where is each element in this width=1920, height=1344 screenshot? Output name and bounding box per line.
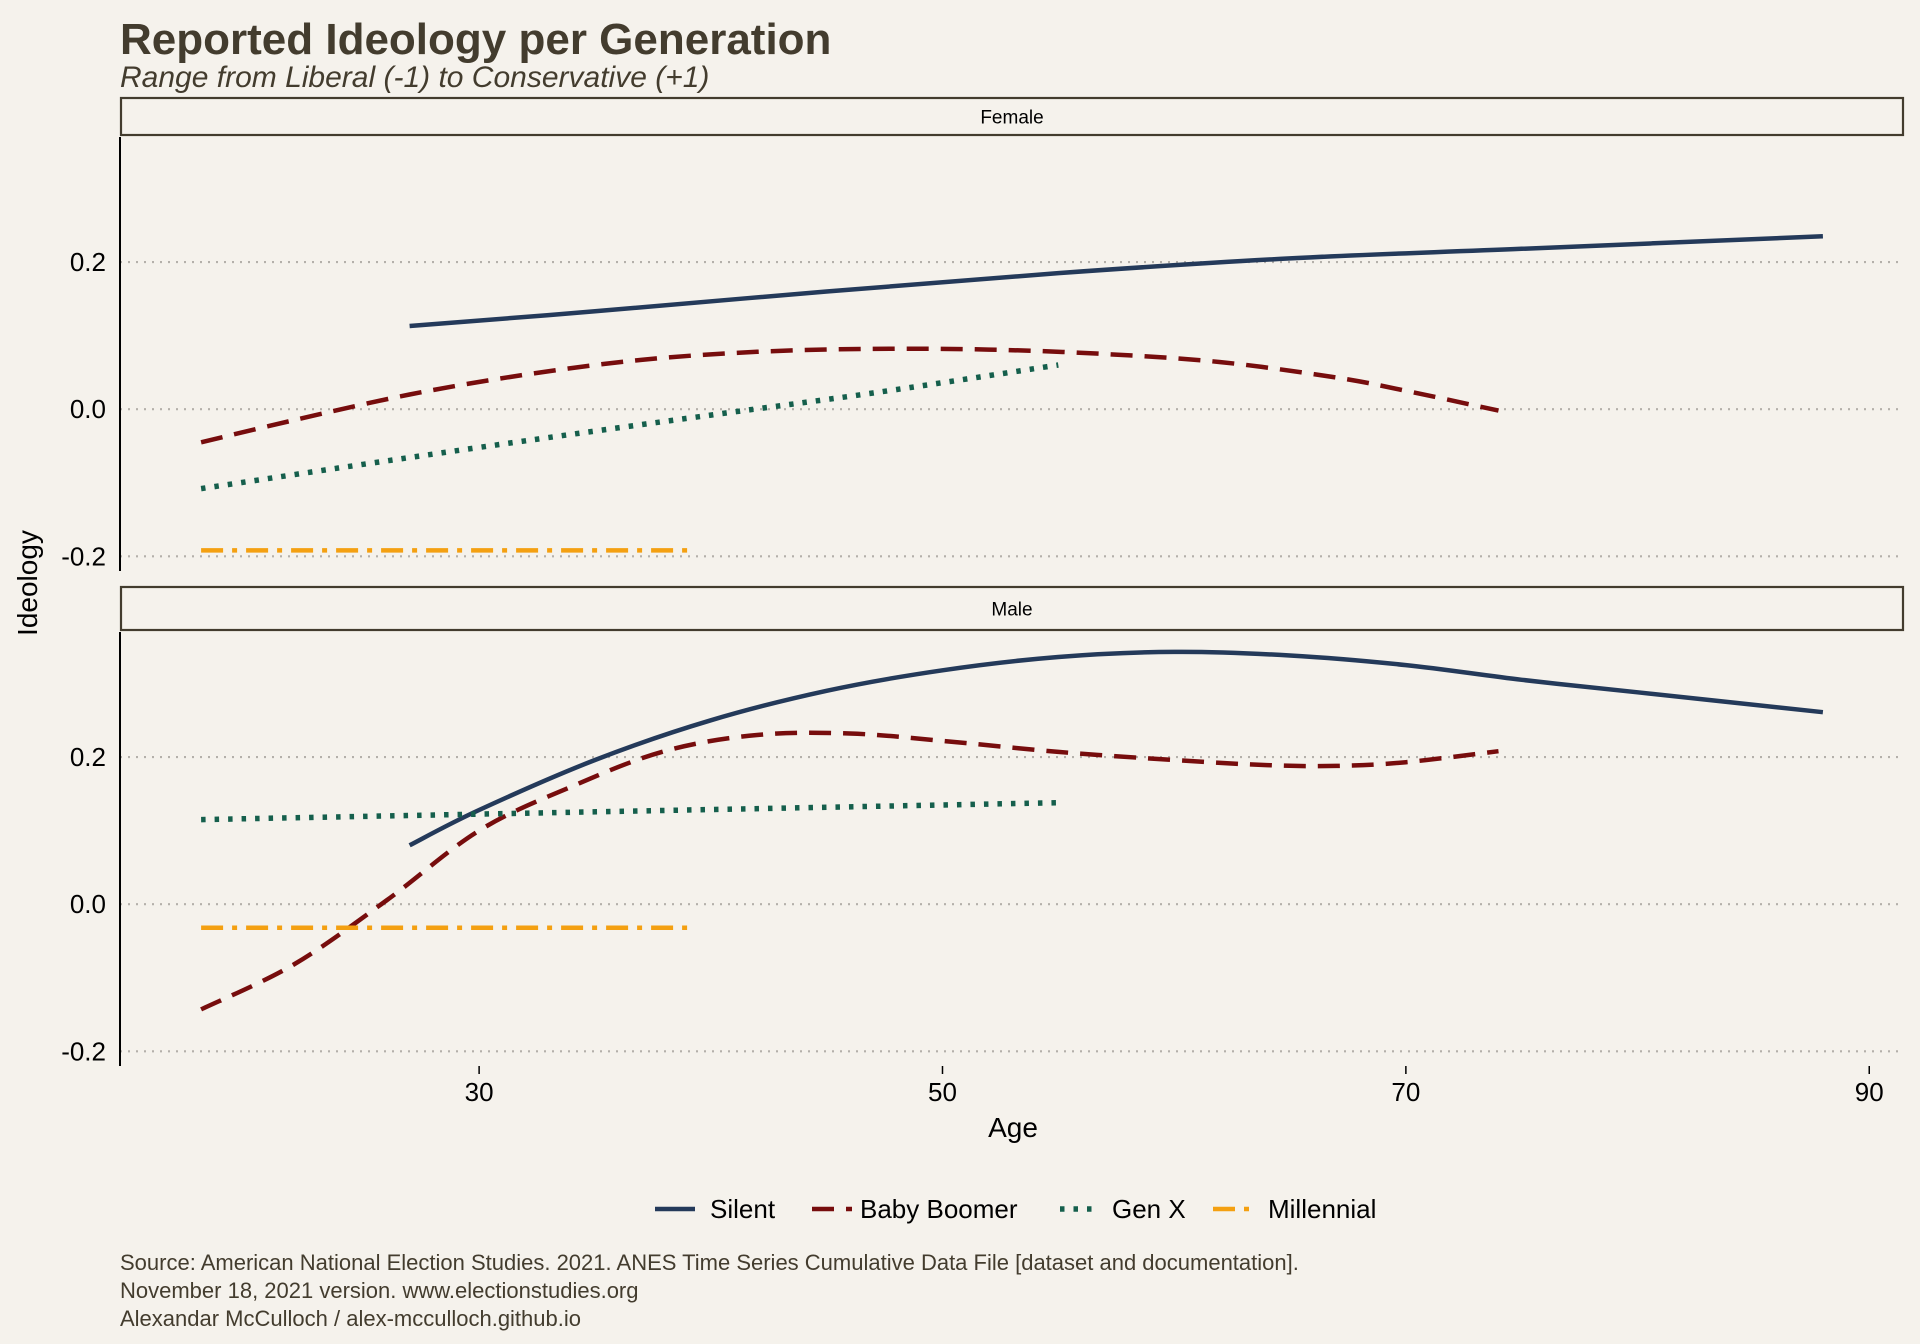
legend-label-silent: Silent	[710, 1194, 776, 1224]
facet-strip-label: Female	[980, 108, 1043, 129]
caption-line-source: Source: American National Election Studi…	[120, 1250, 1299, 1275]
facet-strip-box	[119, 585, 1905, 632]
legend: Silent Baby Boomer Gen X Millennial	[655, 1194, 1376, 1224]
x-axis-label: Age	[988, 1112, 1038, 1143]
y-tick-label: -0.2	[61, 541, 106, 571]
facet-strip-female: Female	[119, 96, 1905, 137]
caption-line-author: Alexandar McCulloch / alex-mcculloch.git…	[120, 1306, 581, 1331]
caption-line-version: November 18, 2021 version. www.elections…	[120, 1278, 639, 1303]
series-line-silent	[409, 234, 1823, 329]
legend-item-baby-boomer: Baby Boomer	[812, 1194, 1018, 1224]
legend-item-gen-x: Gen X	[1060, 1194, 1186, 1224]
chart-subtitle: Range from Liberal (-1) to Conservative …	[120, 61, 709, 94]
chart-title: Reported Ideology per Generation	[120, 15, 831, 64]
x-tick-label: 50	[928, 1077, 957, 1107]
facet-strip-label: Male	[991, 600, 1032, 621]
y-tick-label: 0.0	[70, 889, 106, 919]
legend-label-gen-x: Gen X	[1112, 1194, 1186, 1224]
legend-item-millennial: Millennial	[1213, 1194, 1376, 1224]
caption: Source: American National Election Studi…	[120, 1250, 1299, 1331]
series-line-baby-boomer	[200, 346, 1499, 445]
panel-female: Female -0.2 0.0 0.2	[61, 96, 1905, 571]
y-tick-label: -0.2	[61, 1036, 106, 1066]
facet-strip-box	[119, 96, 1905, 137]
y-tick-label: 0.2	[70, 247, 106, 277]
series-line-gen-x	[200, 362, 1059, 492]
panel-male: Male -0.2 0.0 0.2	[61, 585, 1905, 1066]
legend-item-silent: Silent	[655, 1194, 776, 1224]
series-line-silent	[408, 649, 1824, 848]
x-tick-label: 70	[1391, 1077, 1420, 1107]
series-line-baby-boomer	[200, 730, 1499, 1012]
x-axis: 30 50 70 90	[465, 1066, 1884, 1107]
y-tick-label: 0.2	[70, 742, 106, 772]
legend-label-baby-boomer: Baby Boomer	[860, 1194, 1018, 1224]
facet-panels: Female -0.2 0.0 0.2 Male -0.2 0.0 0.2	[61, 96, 1905, 1066]
x-tick-label: 30	[465, 1077, 494, 1107]
series-line-gen-x	[201, 799, 1059, 823]
facet-strip-male: Male	[119, 585, 1905, 632]
x-tick-label: 90	[1855, 1077, 1884, 1107]
y-tick-label: 0.0	[70, 394, 106, 424]
legend-label-millennial: Millennial	[1268, 1194, 1376, 1224]
y-axis-label: Ideology	[12, 530, 43, 636]
